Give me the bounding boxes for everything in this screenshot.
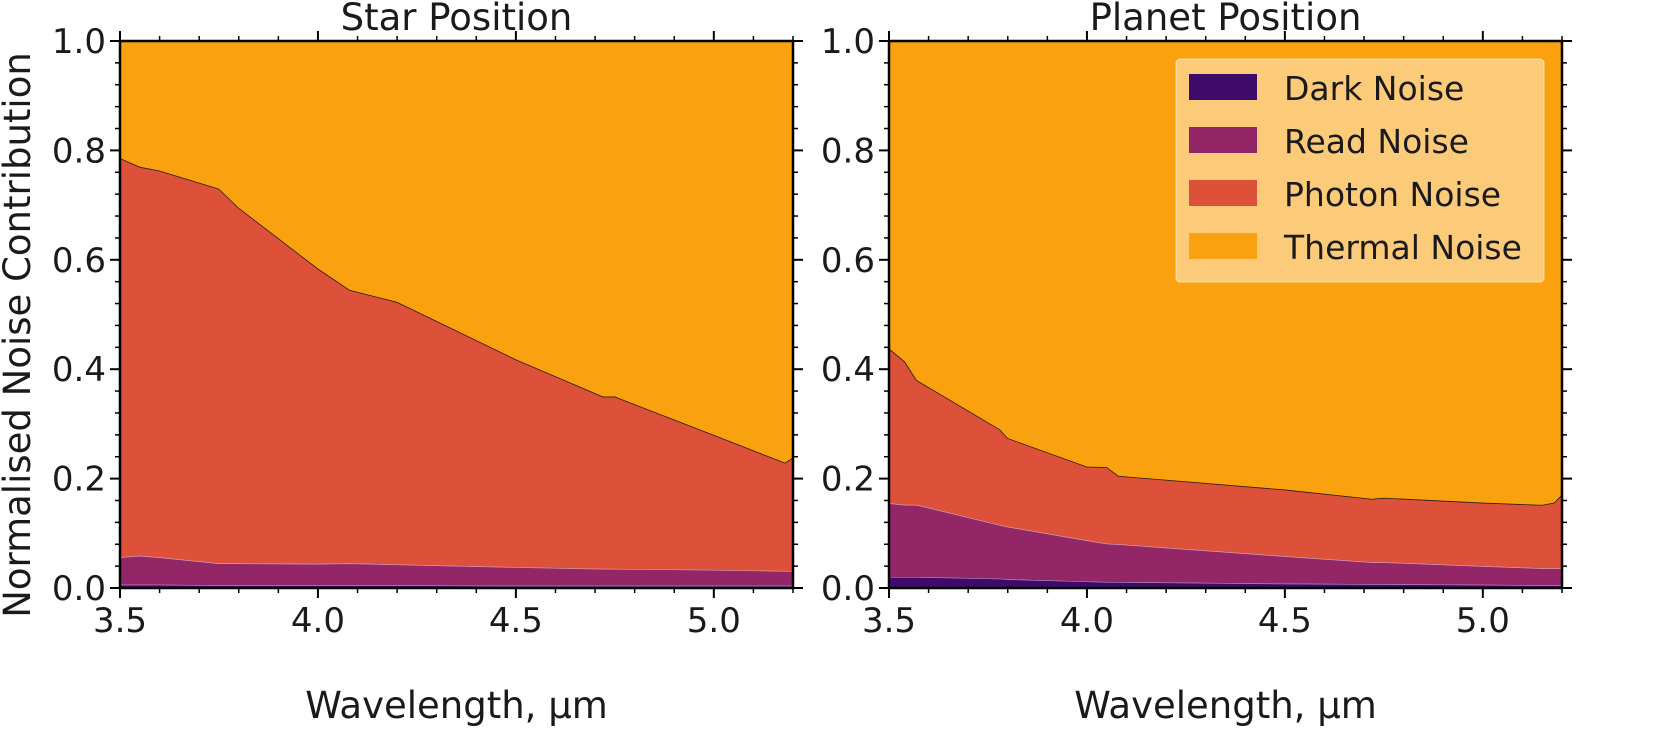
legend-label-thermal-noise: Thermal Noise (1283, 228, 1522, 267)
star-position-xtick-label: 4.0 (291, 601, 345, 641)
planet-position-area-thermal-noise (889, 41, 1562, 505)
planet-position-areas (889, 41, 1562, 588)
legend-label-photon-noise: Photon Noise (1284, 175, 1501, 214)
planet-position-ytick-label: 0.0 (821, 569, 875, 609)
star-position-ytick-label: 0.0 (52, 569, 106, 609)
planet-position-xtick-label: 5.0 (1456, 601, 1510, 641)
planet-position-area-read-noise (889, 503, 1562, 586)
star-position-ytick-label: 1.0 (52, 22, 106, 62)
planet-position-xtick-label: 4.5 (1258, 601, 1312, 641)
star-position-xtick-label: 3.5 (93, 601, 147, 641)
planet-position-panel: Planet Position 0.0 0.2 0.4 0.6 0.8 1.0 3.5 4.0 4… (821, 0, 1572, 727)
planet-position-frame (887, 39, 1564, 590)
planet-position-ytick-label: 0.8 (821, 131, 875, 171)
planet-position-ytick-label: 0.4 (821, 350, 875, 390)
star-position-ytick-label: 0.6 (52, 241, 106, 281)
star-position-area-read-noise (120, 555, 793, 586)
star-position-ytick-label: 0.2 (52, 460, 106, 500)
planet-position-xtick-label: 4.0 (1060, 601, 1114, 641)
star-position-xtick-label: 4.5 (489, 601, 543, 641)
planet-position-title: Planet Position (1090, 0, 1362, 39)
legend-label-read-noise: Read Noise (1284, 122, 1469, 161)
y-axis-title: Normalised Noise Contribution (0, 52, 39, 618)
legend-swatch-photon-noise (1189, 180, 1257, 206)
star-position-panel: Star Position 0.0 0.2 0.4 0.6 0.8 1.0 3.5 4.0 4.5… (52, 0, 803, 727)
legend: Dark Noise Read Noise Photon Noise Thermal … (1175, 58, 1545, 283)
planet-position-ytick-label: 0.2 (821, 460, 875, 500)
legend-box (1175, 58, 1545, 283)
legend-swatch-dark-noise (1189, 74, 1257, 100)
star-position-areas (120, 41, 793, 588)
planet-position-ytick-label: 1.0 (821, 22, 875, 62)
star-position-title: Star Position (341, 0, 573, 39)
star-position-frame (118, 39, 795, 590)
legend-swatch-thermal-noise (1189, 233, 1257, 259)
planet-position-xtick-label: 3.5 (862, 601, 916, 641)
planet-position-area-photon-noise (889, 348, 1562, 569)
planet-position-area-dark-noise (889, 577, 1562, 588)
legend-label-dark-noise: Dark Noise (1284, 69, 1464, 108)
legend-swatch-read-noise (1189, 127, 1257, 153)
star-position-ytick-label: 0.8 (52, 131, 106, 171)
star-position-ytick-label: 0.4 (52, 350, 106, 390)
planet-position-ytick-label: 0.6 (821, 241, 875, 281)
star-position-area-thermal-noise (120, 41, 793, 463)
planet-position-x-axis-title: Wavelength, μm (1074, 684, 1377, 727)
star-position-x-axis-title: Wavelength, μm (305, 684, 608, 727)
star-position-area-photon-noise (120, 158, 793, 572)
star-position-xtick-label: 5.0 (687, 601, 741, 641)
